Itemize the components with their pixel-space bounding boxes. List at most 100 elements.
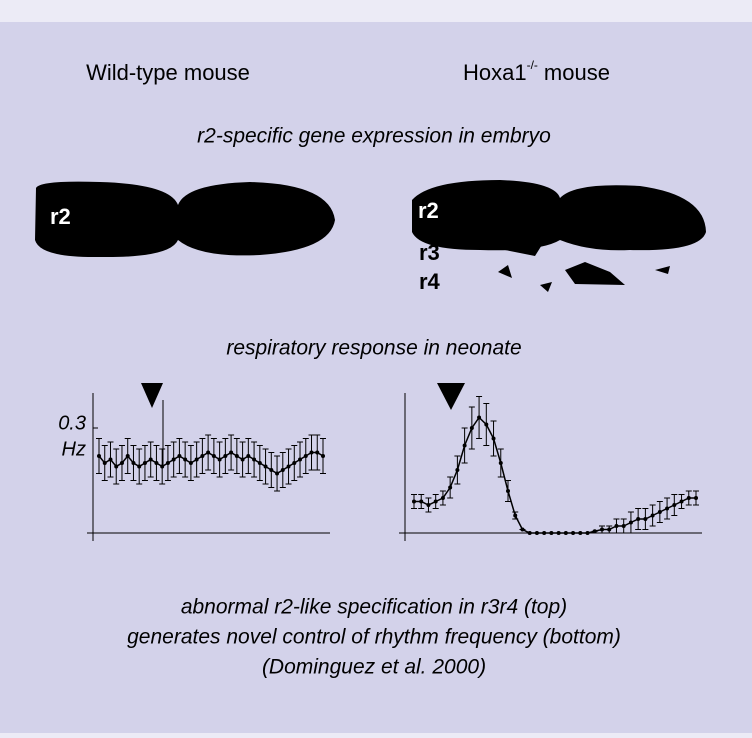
y-axis-label: Hz bbox=[62, 438, 86, 460]
data-point bbox=[137, 464, 142, 469]
data-point bbox=[183, 457, 188, 462]
panel-background bbox=[0, 22, 752, 733]
data-point bbox=[200, 454, 205, 458]
data-point bbox=[229, 450, 234, 455]
data-point bbox=[448, 485, 453, 490]
data-point bbox=[315, 450, 320, 455]
data-point bbox=[665, 506, 670, 511]
data-point bbox=[165, 461, 170, 465]
data-point bbox=[672, 503, 677, 507]
data-point bbox=[275, 471, 280, 476]
data-line bbox=[98, 451, 324, 475]
data-point bbox=[292, 461, 297, 465]
data-point bbox=[412, 499, 416, 504]
data-point bbox=[257, 461, 262, 465]
data-point bbox=[280, 468, 285, 472]
data-point bbox=[206, 450, 211, 455]
data-point bbox=[563, 531, 568, 535]
data-point bbox=[657, 510, 662, 514]
genotype: -/- bbox=[527, 58, 538, 72]
data-point bbox=[125, 454, 130, 458]
data-point bbox=[263, 464, 268, 469]
label-r2: r2 bbox=[418, 198, 439, 223]
data-point bbox=[520, 527, 525, 532]
left-heading: Wild-type mouse bbox=[86, 60, 250, 85]
data-point bbox=[462, 443, 467, 448]
label-r3: r3 bbox=[419, 240, 440, 265]
caption-line: (Dominguez et al. 2000) bbox=[262, 656, 486, 679]
data-point bbox=[269, 468, 274, 472]
data-point bbox=[223, 454, 228, 458]
data-point bbox=[614, 524, 619, 528]
data-point bbox=[252, 457, 257, 462]
data-point bbox=[549, 531, 554, 535]
data-point bbox=[119, 461, 124, 465]
data-point bbox=[600, 527, 604, 532]
data-point bbox=[321, 454, 325, 458]
data-point bbox=[234, 454, 239, 458]
data-point bbox=[477, 415, 482, 420]
data-point bbox=[578, 531, 583, 535]
data-point bbox=[585, 531, 590, 535]
label-r4: r4 bbox=[419, 269, 441, 294]
data-point bbox=[621, 524, 626, 528]
data-point bbox=[217, 457, 222, 462]
data-point bbox=[643, 517, 648, 521]
data-point bbox=[650, 513, 655, 518]
data-point bbox=[527, 531, 532, 535]
stimulus-arrow bbox=[141, 383, 163, 408]
data-point bbox=[97, 454, 101, 458]
data-point bbox=[607, 527, 612, 532]
data-point bbox=[513, 513, 518, 518]
data-line bbox=[414, 416, 696, 534]
stimulus-arrow bbox=[437, 383, 465, 410]
data-point bbox=[211, 454, 216, 458]
data-point bbox=[534, 531, 539, 535]
data-point bbox=[298, 457, 303, 462]
data-point bbox=[131, 461, 136, 465]
data-point bbox=[419, 499, 424, 504]
data-point bbox=[694, 496, 698, 500]
section-title: r2-specific gene expression in embryo bbox=[197, 125, 551, 148]
embryo-mutant bbox=[412, 180, 706, 251]
data-point bbox=[686, 496, 691, 500]
embryo-wild-type bbox=[35, 181, 335, 258]
data-point bbox=[188, 461, 193, 465]
data-point bbox=[286, 464, 291, 469]
data-point bbox=[592, 529, 597, 534]
data-point bbox=[160, 464, 165, 469]
data-point bbox=[194, 457, 199, 462]
section-title: respiratory response in neonate bbox=[226, 337, 521, 360]
data-point bbox=[246, 454, 251, 458]
data-point bbox=[142, 461, 147, 465]
data-point bbox=[426, 503, 431, 507]
data-point bbox=[542, 531, 547, 535]
data-point bbox=[628, 520, 633, 525]
data-point bbox=[484, 422, 489, 427]
data-point bbox=[148, 457, 153, 462]
right-heading-rest: mouse bbox=[544, 60, 610, 85]
data-point bbox=[309, 450, 314, 455]
y-tick-label: 0.3 bbox=[58, 412, 86, 434]
data-point bbox=[171, 457, 176, 462]
caption-line: abnormal r2-like specification in r3r4 (… bbox=[181, 596, 567, 619]
data-point bbox=[506, 489, 510, 493]
data-point bbox=[498, 461, 503, 465]
data-point bbox=[571, 531, 576, 535]
data-point bbox=[303, 454, 308, 458]
ectopic-expression bbox=[498, 234, 670, 292]
data-point bbox=[679, 499, 684, 504]
data-point bbox=[240, 457, 245, 462]
data-point bbox=[108, 457, 113, 462]
data-point bbox=[154, 461, 159, 465]
data-point bbox=[455, 468, 460, 472]
caption-line: generates novel control of rhythm freque… bbox=[127, 626, 621, 649]
data-point bbox=[491, 436, 496, 441]
data-point bbox=[177, 454, 182, 458]
label-r2: r2 bbox=[50, 204, 71, 229]
data-point bbox=[114, 464, 119, 469]
data-point bbox=[469, 426, 474, 430]
data-point bbox=[102, 461, 107, 465]
gene: Hoxa1 bbox=[463, 60, 527, 85]
